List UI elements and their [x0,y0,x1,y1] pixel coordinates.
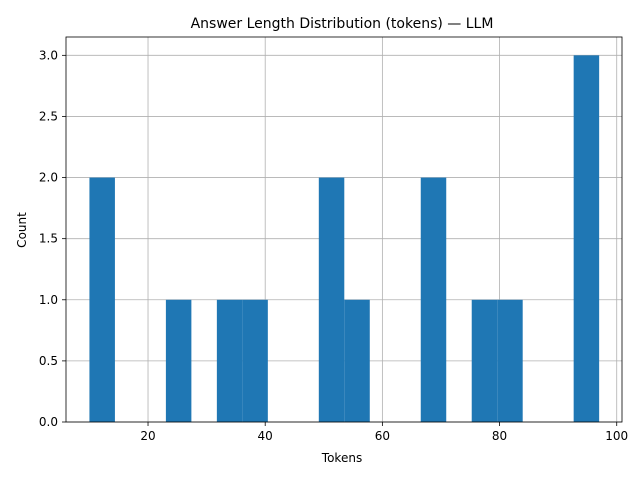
histogram-bar [573,55,600,422]
x-tick-label: 100 [605,429,628,443]
y-tick-label: 0.0 [39,415,58,429]
y-axis-label: Count [15,212,29,248]
chart-title: Answer Length Distribution (tokens) — LL… [191,16,494,32]
histogram-bar [497,299,523,422]
x-tick-label: 20 [140,429,155,443]
histogram-bar [344,299,370,422]
histogram-bar [471,299,498,422]
y-tick-label: 1.0 [39,293,58,307]
y-tick-label: 1.5 [39,232,58,246]
y-tick-label: 0.5 [39,354,58,368]
histogram-bar [420,177,447,422]
axis-ticks: 20 40 60 80 100 0.0 0.5 1.0 1.5 2.0 2.5 3.0 [39,48,628,443]
axes-frame [65,36,623,423]
x-axis-label: Tokens [321,451,362,465]
histogram-bar [165,299,192,422]
histogram-bar [318,177,345,422]
histogram-bars [89,55,600,422]
histogram-bar [216,299,243,422]
x-tick-label: 80 [492,429,507,443]
y-tick-label: 2.0 [39,171,58,185]
histogram-bar [89,177,115,422]
y-tick-label: 3.0 [39,48,58,62]
x-tick-label: 40 [258,429,273,443]
plot-frame [65,36,623,423]
x-tick-label: 60 [375,429,390,443]
y-tick-label: 2.5 [39,109,58,123]
histogram-bar [242,299,268,422]
